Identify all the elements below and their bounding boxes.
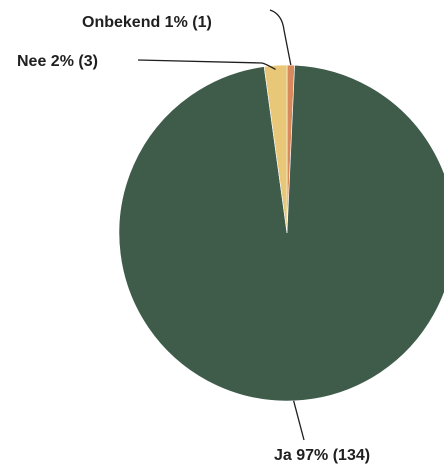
leader-line-ja: [293, 400, 305, 441]
slice-nee: [263, 64, 288, 234]
slice-ja: [118, 64, 444, 402]
slice-label-nee: Nee 2% (3): [17, 53, 98, 70]
leader-lines-layer: [137, 9, 305, 441]
leader-line-onbekend: [269, 9, 292, 66]
labels-layer: Onbekend 1% (1) Ja 97% (134) Nee 2% (3): [17, 14, 370, 464]
slice-label-onbekend: Onbekend 1% (1): [82, 14, 212, 31]
slices-layer: [118, 64, 444, 402]
leader-line-nee: [137, 59, 276, 70]
slice-label-ja: Ja 97% (134): [274, 447, 370, 464]
